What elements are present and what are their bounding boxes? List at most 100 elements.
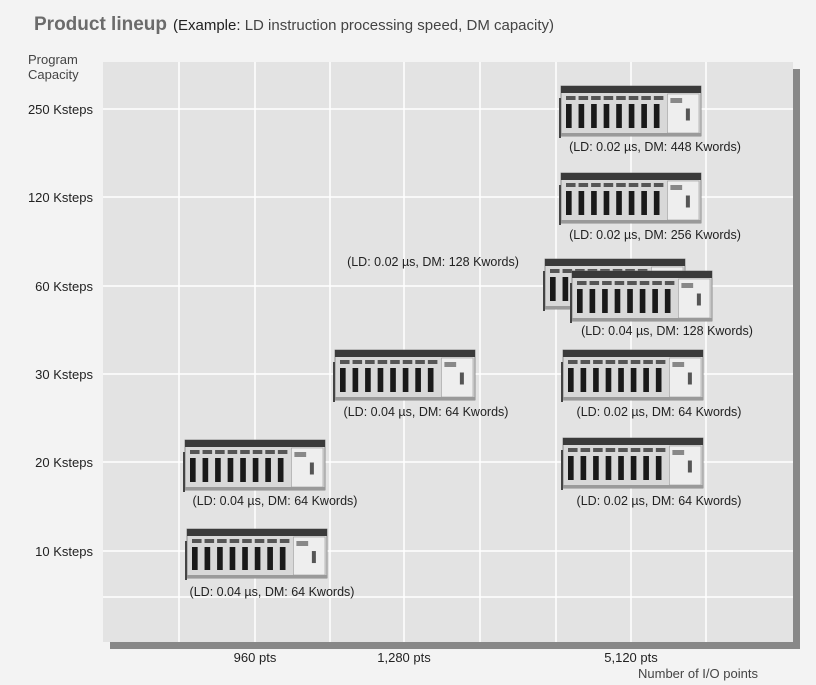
module-slot [591,191,597,215]
module-label [628,183,639,187]
module-label [591,183,601,187]
module-slot [352,368,359,392]
module-slot [427,368,434,392]
module-slot [202,458,209,482]
module-slot [190,458,196,482]
module-label [653,183,664,187]
module-label [577,281,587,285]
point-label: (LD: 0.04 µs, DM: 128 Kwords) [581,324,753,338]
module-label [192,539,202,543]
module-label [655,448,666,452]
module-slot [415,368,421,392]
rack-base [561,220,701,223]
subtitle-example-label: Example: [178,17,241,34]
module-slot [652,289,658,313]
module-label [562,269,573,273]
module-slot [562,277,569,301]
rack-base [563,485,703,488]
module-slot [643,456,649,480]
module-label [628,96,639,100]
module-label [240,450,250,454]
subtitle-description: LD instruction processing speed, DM capa… [240,17,555,34]
rack-top-strip [185,440,325,447]
cpu-port [696,293,701,306]
rack-top-strip [563,438,703,445]
module-label [204,539,215,543]
module-slot [591,104,597,128]
module-label [568,360,578,364]
module-label [652,281,662,285]
chart-title-block: Product lineup (Example: LD instruction p… [34,14,554,36]
rack-side-bracket [559,98,561,138]
rack-side-bracket [333,362,335,402]
rack-side-bracket [183,452,185,492]
module-label [202,450,213,454]
module-label [340,360,350,364]
module-slot [593,456,599,480]
module-slot [593,368,599,392]
module-label [217,539,227,543]
y-tick-label: 60 Ksteps [35,279,93,294]
subtitle-open: ( [173,17,178,34]
rack-side-bracket [561,362,563,402]
module-slot [568,368,574,392]
x-tick-label: 5,120 pts [604,650,658,665]
y-axis-label: Program Capacity [28,52,79,82]
module-slot [641,104,647,128]
module-label [377,360,388,364]
module-slot [643,368,649,392]
module-slot [192,547,198,570]
module-label [593,448,603,452]
module-label [603,96,614,100]
module-slot [605,368,612,392]
module-label [566,183,576,187]
module-slot [217,547,223,570]
module-label [267,539,277,543]
x-tick-label: 1,280 pts [377,650,431,665]
module-slot [589,289,596,313]
module-slot [365,368,371,392]
module-label [643,360,653,364]
point-label: (LD: 0.02 µs, DM: 448 Kwords) [569,140,741,154]
module-label [589,281,600,285]
module-label [627,281,637,285]
module-label [580,448,591,452]
rack-base [572,318,712,321]
module-label [639,281,650,285]
point-label: (LD: 0.04 µs, DM: 64 Kwords) [193,494,358,508]
rack-base [561,133,701,136]
rack-base [563,397,703,400]
module-slot [254,547,261,570]
module-slot [252,458,259,482]
rack-top-strip [563,350,703,357]
rack-side-bracket [559,185,561,225]
cpu-indicator [681,283,694,288]
module-label [352,360,363,364]
module-label [603,183,614,187]
module-slot [279,547,286,570]
module-label [641,183,651,187]
module-label [279,539,290,543]
module-label [265,450,275,454]
module-label [229,539,240,543]
module-slot [377,368,384,392]
rack-top-strip [561,173,701,180]
module-slot [641,191,647,215]
module-label [655,360,666,364]
y-tick-label: 120 Ksteps [28,190,94,205]
module-label [593,360,603,364]
module-slot [277,458,284,482]
module-label [190,450,200,454]
module-slot [618,456,624,480]
module-slot [204,547,211,570]
rack-base [335,397,475,400]
module-slot [340,368,346,392]
module-label [277,450,288,454]
module-label [550,269,560,273]
module-slot [215,458,221,482]
point-label: (LD: 0.04 µs, DM: 64 Kwords) [190,585,355,599]
plc-rack-icon [559,172,702,225]
y-tick-label: 30 Ksteps [35,367,93,382]
module-label [580,360,591,364]
chart-title: Product lineup [34,14,167,35]
